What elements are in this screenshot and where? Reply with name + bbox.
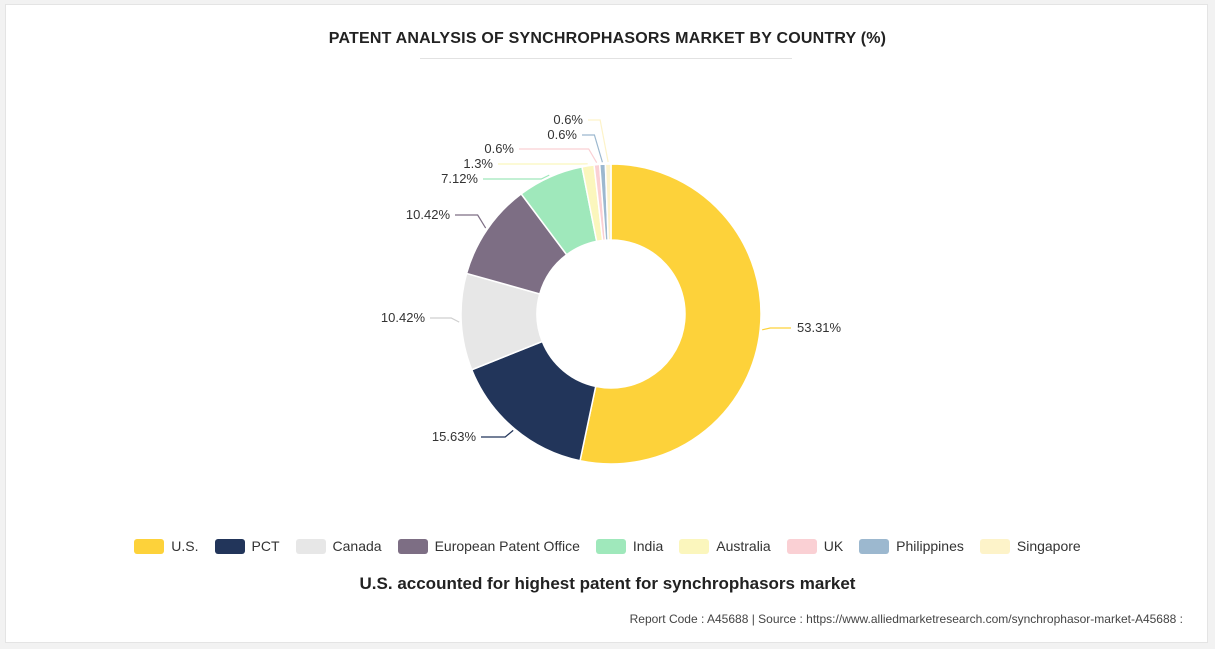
legend-item-singapore[interactable]: Singapore	[979, 538, 1081, 554]
chart-subtitle: U.S. accounted for highest patent for sy…	[359, 574, 856, 593]
legend-item-india[interactable]: India	[595, 538, 664, 554]
legend-item-pct[interactable]: PCT	[214, 538, 280, 554]
leader-line-u-s	[762, 327, 791, 331]
legend-label: U.S.	[171, 538, 199, 554]
legend-item-canada[interactable]: Canada	[295, 538, 382, 554]
data-label-u-s: 53.31%	[797, 320, 842, 335]
legend-swatch	[134, 538, 165, 554]
legend-item-european-patent-office[interactable]: European Patent Office	[397, 538, 580, 554]
legend-swatch	[295, 538, 326, 554]
legend-label: Canada	[332, 538, 382, 554]
data-label-singapore: 0.6%	[553, 112, 583, 127]
legend-item-uk[interactable]: UK	[786, 538, 844, 554]
legend-swatch	[214, 538, 245, 554]
chart-legend: U.S. PCT Canada European Patent Office India…	[0, 538, 1215, 554]
legend-swatch	[786, 538, 817, 554]
legend-label: PCT	[251, 538, 280, 554]
legend-item-philippines[interactable]: Philippines	[859, 538, 964, 554]
leader-line-singapore	[588, 119, 609, 163]
leader-line-canada	[430, 317, 460, 323]
data-label-uk: 0.6%	[484, 141, 514, 156]
legend-label: Philippines	[896, 538, 964, 554]
data-label-philippines: 0.6%	[547, 127, 577, 142]
leader-line-uk	[519, 148, 598, 163]
legend-swatch	[979, 538, 1010, 554]
data-label-australia: 1.3%	[463, 156, 493, 171]
slice-u-s[interactable]	[579, 163, 762, 465]
legend-label: European Patent Office	[434, 538, 580, 554]
legend-item-u-s[interactable]: U.S.	[134, 538, 199, 554]
legend-label: Australia	[716, 538, 771, 554]
legend-swatch	[679, 538, 710, 554]
leader-line-european-patent-office	[455, 214, 487, 229]
legend-label: Singapore	[1016, 538, 1081, 554]
legend-swatch	[595, 538, 626, 554]
leader-line-pct	[481, 429, 514, 438]
legend-label: UK	[823, 538, 844, 554]
slice-singapore[interactable]	[604, 163, 612, 241]
data-label-european-patent-office: 10.42%	[406, 207, 451, 222]
legend-swatch	[859, 538, 890, 554]
data-label-pct: 15.63%	[432, 429, 477, 444]
data-label-canada: 10.42%	[381, 310, 426, 325]
leader-line-india	[483, 174, 550, 180]
title-divider	[420, 58, 792, 59]
data-label-india: 7.12%	[441, 171, 478, 186]
legend-label: India	[632, 538, 664, 554]
leader-line-philippines	[582, 134, 603, 163]
source-footer: Report Code : A45688 | Source : https://…	[629, 612, 1183, 626]
legend-item-australia[interactable]: Australia	[679, 538, 771, 554]
chart-card	[5, 4, 1208, 643]
chart-title: PATENT ANALYSIS OF SYNCHROPHASORS MARKET…	[328, 30, 887, 47]
legend-swatch	[397, 538, 428, 554]
